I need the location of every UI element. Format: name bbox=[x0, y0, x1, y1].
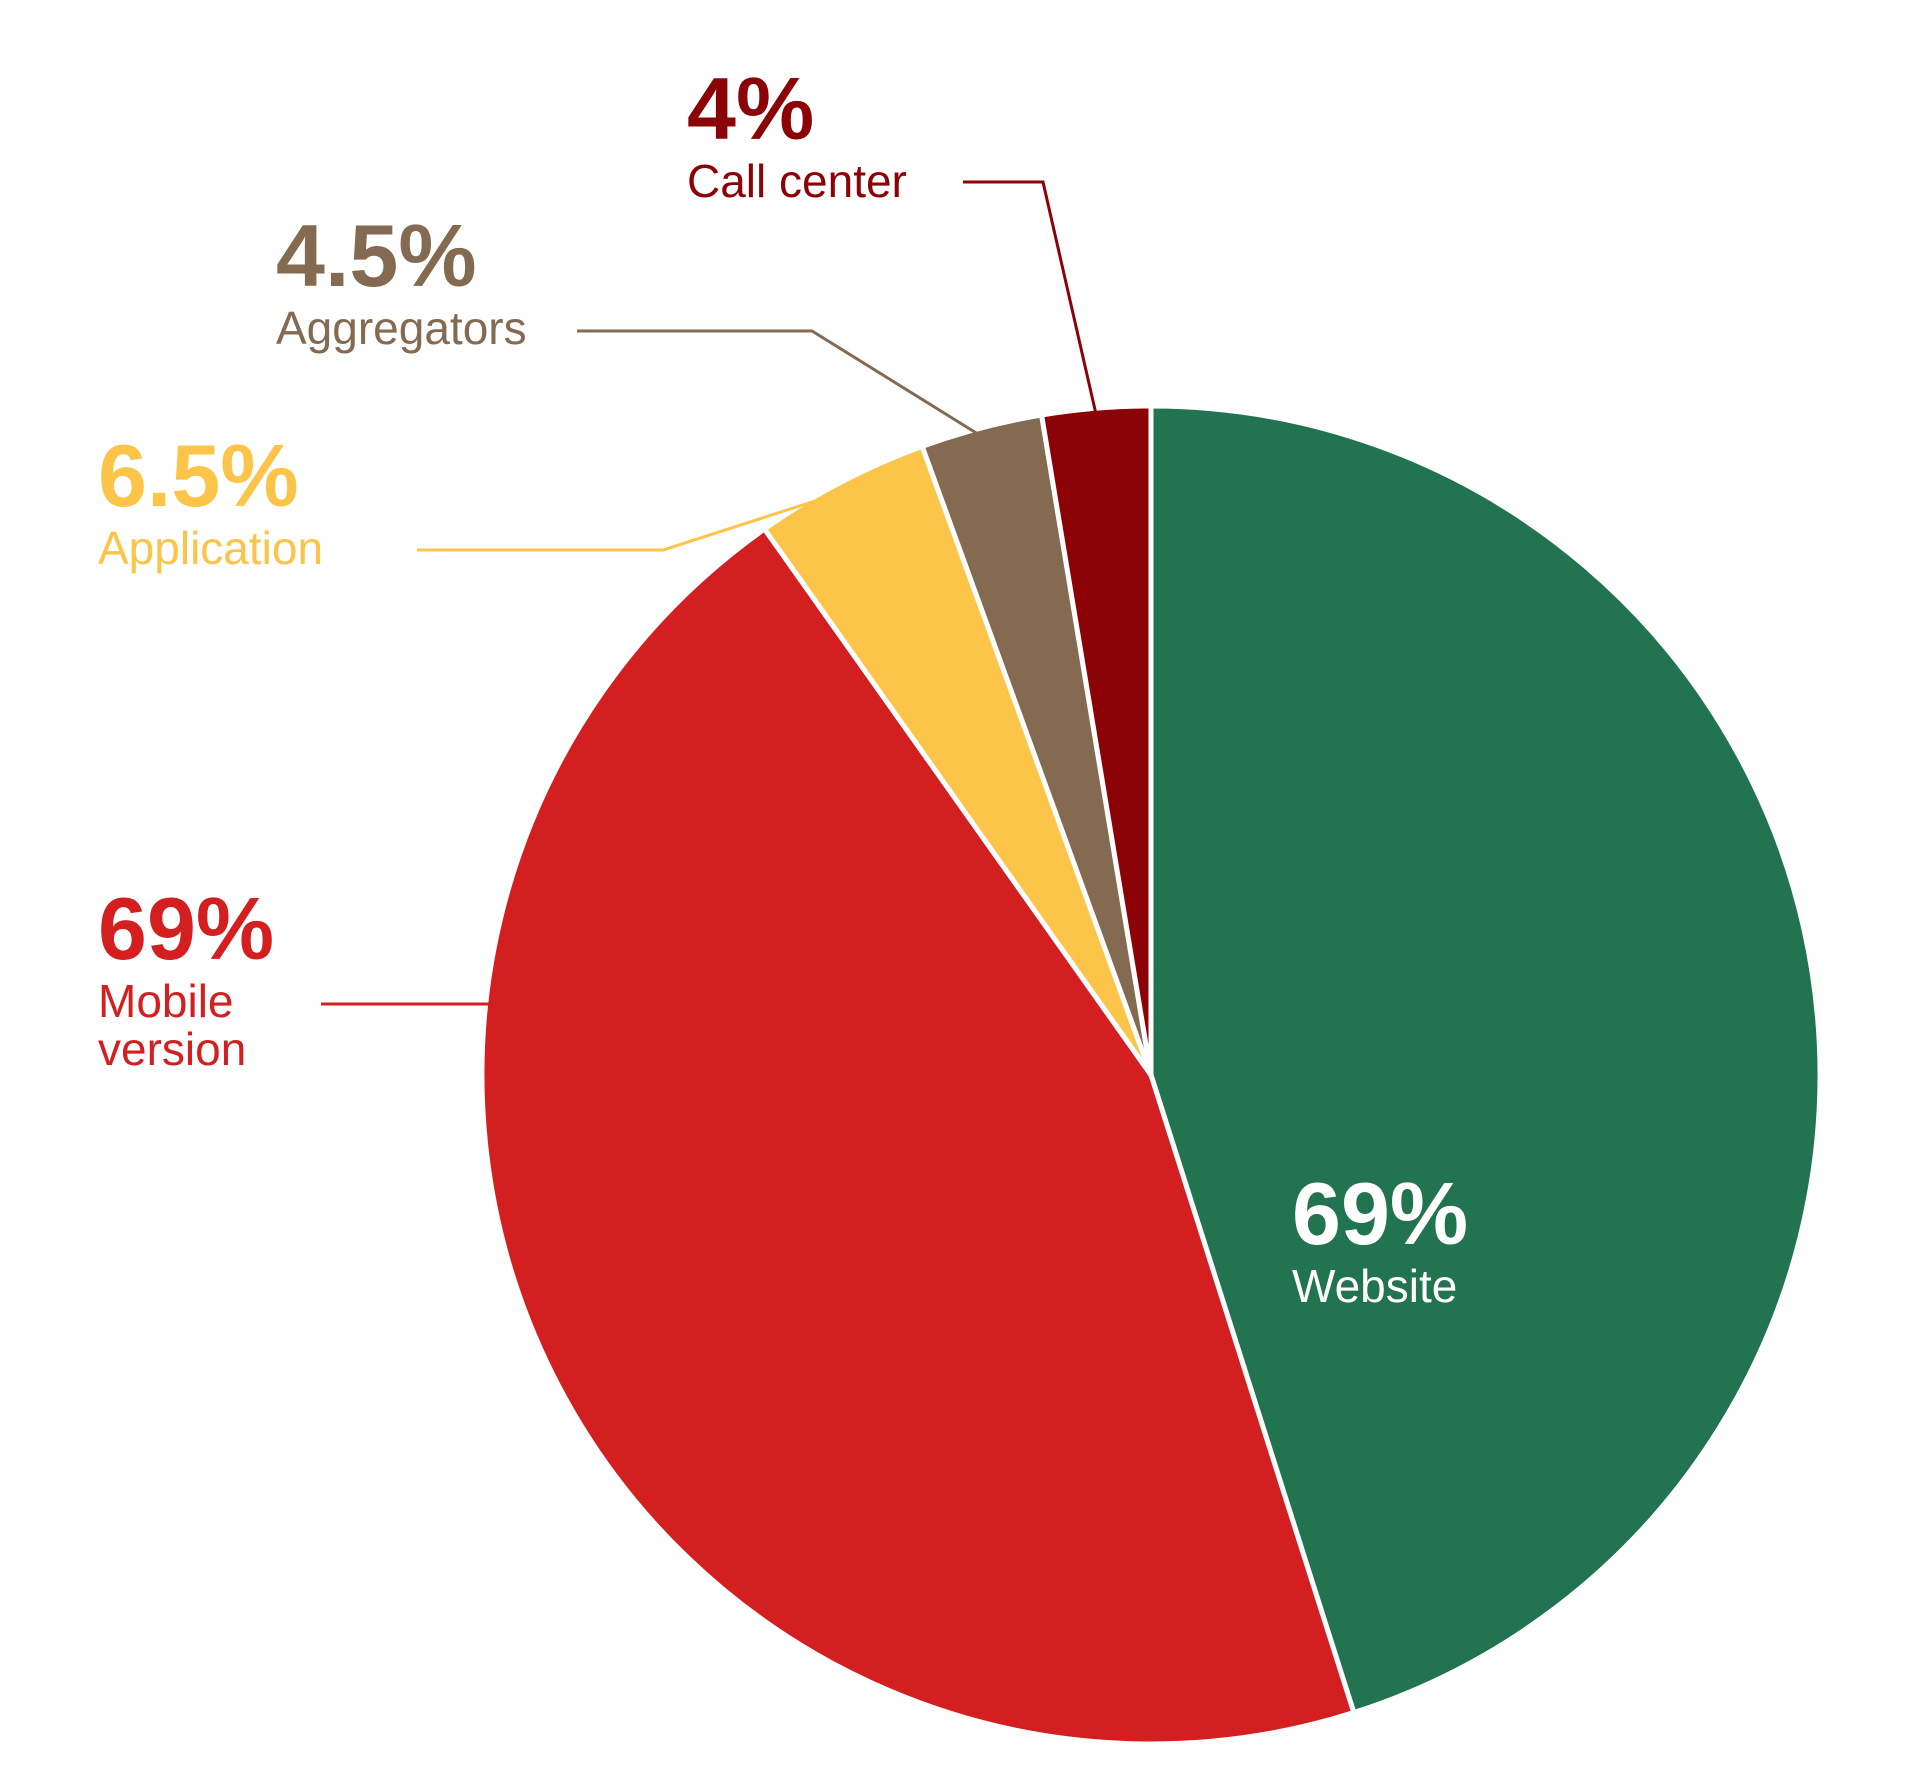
value-label: 6.5% bbox=[98, 426, 299, 525]
slice-label: 4% Call center bbox=[687, 59, 907, 207]
category-label: Aggregators bbox=[276, 302, 527, 354]
category-label: Application bbox=[98, 522, 324, 574]
value-label: 69% bbox=[98, 879, 275, 978]
leader-line bbox=[577, 329, 985, 439]
category-label: Mobile version bbox=[98, 975, 247, 1076]
leader-line bbox=[321, 1002, 563, 1370]
slice-label: 69% Mobile version bbox=[98, 885, 358, 1074]
value-label: 4.5% bbox=[276, 206, 477, 305]
pie-slice bbox=[479, 526, 1357, 1747]
slice-label: 6.5% Application bbox=[98, 426, 324, 574]
value-label: 69% bbox=[1292, 1164, 1469, 1263]
leader-line bbox=[417, 489, 846, 552]
pie-slice bbox=[1148, 403, 1823, 1716]
slice-label: 69% Website bbox=[1292, 1164, 1469, 1312]
category-label: Call center bbox=[687, 155, 907, 207]
category-label: Website bbox=[1292, 1260, 1458, 1312]
slice-label: 4.5% Aggregators bbox=[276, 206, 527, 354]
value-label: 4% bbox=[687, 59, 815, 158]
leader-line bbox=[963, 180, 1099, 419]
pie-slice bbox=[761, 443, 1154, 1078]
